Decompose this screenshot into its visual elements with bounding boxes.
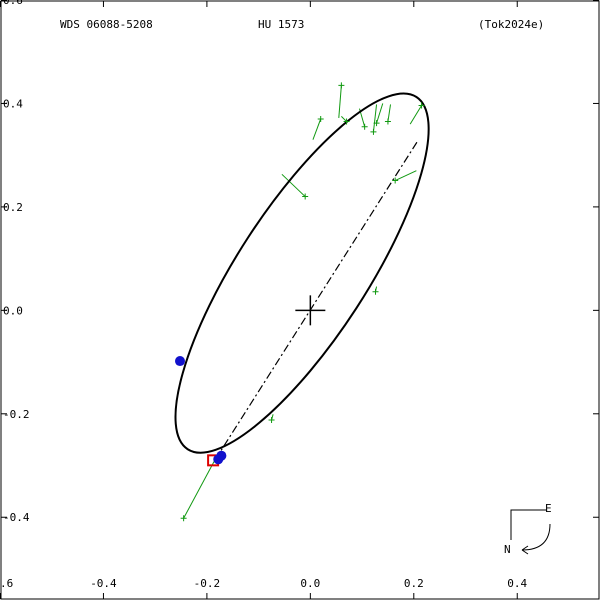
residual-line — [394, 170, 417, 181]
residual-line — [376, 103, 384, 124]
y-tick-label: 0.4 — [3, 97, 23, 110]
y-tick-label: -0.4 — [3, 511, 30, 524]
observation-point — [372, 288, 379, 295]
x-tick-label: 0.4 — [507, 577, 527, 590]
observation-point — [370, 128, 377, 135]
compass-arrowhead — [521, 545, 529, 555]
y-tick-label: 0.2 — [3, 201, 23, 214]
header-system-name: HU 1573 — [258, 18, 304, 31]
observation-point — [392, 177, 399, 184]
observation-point — [373, 120, 380, 127]
residual-line — [338, 85, 342, 118]
x-tick-label: -0.2 — [194, 577, 221, 590]
orbit-ellipse — [174, 92, 430, 454]
observation-point — [338, 82, 345, 89]
residual-line — [312, 118, 322, 140]
residual-line — [183, 461, 215, 519]
compass: E N — [504, 502, 552, 556]
y-tick-label: -0.2 — [3, 408, 30, 421]
y-tick-label: 0.0 — [3, 304, 23, 317]
residual-line — [281, 173, 306, 197]
compass-north-label: N — [504, 543, 511, 556]
compass-east-label: E — [545, 502, 552, 515]
compass-axes — [510, 509, 547, 540]
predicted-position — [175, 356, 185, 367]
observation-point — [180, 515, 187, 522]
x-tick-label: -0.4 — [90, 577, 117, 590]
observation-point — [343, 118, 350, 125]
x-tick-label: 0.2 — [404, 577, 424, 590]
residual-line — [341, 116, 347, 122]
line-of-nodes — [213, 141, 418, 462]
compass-arc — [521, 523, 551, 551]
observation-point — [268, 417, 275, 423]
observation-point — [361, 123, 368, 130]
observation-point — [384, 118, 391, 125]
residual-line — [372, 104, 378, 132]
x-tick-label: 0.0 — [300, 577, 320, 590]
chart-marks — [174, 82, 430, 522]
predicted-position — [213, 454, 224, 465]
observation-point — [317, 115, 324, 122]
observation-point — [302, 193, 309, 200]
header-wds-id: WDS 06088-5208 — [60, 18, 153, 31]
observation-point — [418, 102, 425, 109]
header-reference: (Tok2024e) — [478, 18, 544, 31]
x-tick-label: -0.6 — [0, 577, 13, 590]
y-tick-label: 0.6 — [3, 0, 23, 7]
residual-line — [409, 105, 422, 125]
